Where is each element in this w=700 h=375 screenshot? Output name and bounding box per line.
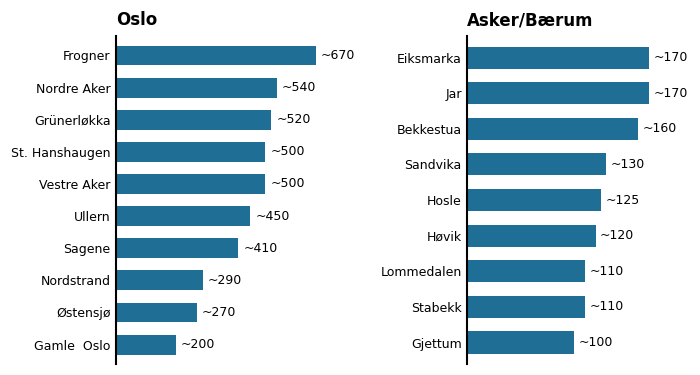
Text: ~170: ~170 xyxy=(654,51,688,64)
Text: ~670: ~670 xyxy=(321,49,355,62)
Bar xyxy=(468,153,606,176)
Text: ~120: ~120 xyxy=(600,229,634,242)
Bar xyxy=(116,174,265,194)
Text: ~410: ~410 xyxy=(244,242,278,255)
Bar xyxy=(468,260,585,282)
Text: ~500: ~500 xyxy=(270,146,304,158)
Text: ~540: ~540 xyxy=(282,81,316,94)
Text: ~130: ~130 xyxy=(611,158,645,171)
Text: ~450: ~450 xyxy=(256,210,290,223)
Bar xyxy=(468,332,574,354)
Bar xyxy=(468,225,596,247)
Bar xyxy=(116,45,316,66)
Bar xyxy=(116,110,271,130)
Bar xyxy=(468,118,638,140)
Bar xyxy=(116,303,197,322)
Bar xyxy=(116,206,251,226)
Bar xyxy=(468,82,649,104)
Text: Asker/Bærum: Asker/Bærum xyxy=(468,11,594,29)
Bar xyxy=(116,334,176,355)
Bar xyxy=(468,189,601,211)
Text: ~290: ~290 xyxy=(208,274,241,287)
Bar xyxy=(468,46,649,69)
Text: ~110: ~110 xyxy=(589,265,624,278)
Bar xyxy=(468,296,585,318)
Text: ~500: ~500 xyxy=(270,177,304,190)
Text: ~125: ~125 xyxy=(606,194,640,207)
Bar xyxy=(116,270,202,290)
Text: ~170: ~170 xyxy=(654,87,688,100)
Text: ~200: ~200 xyxy=(181,338,215,351)
Text: Oslo: Oslo xyxy=(116,11,158,29)
Text: ~270: ~270 xyxy=(202,306,236,319)
Bar xyxy=(116,142,265,162)
Text: ~160: ~160 xyxy=(643,122,677,135)
Text: ~520: ~520 xyxy=(276,113,311,126)
Bar xyxy=(116,238,239,258)
Text: ~100: ~100 xyxy=(579,336,613,349)
Text: ~110: ~110 xyxy=(589,300,624,313)
Bar xyxy=(116,78,277,98)
